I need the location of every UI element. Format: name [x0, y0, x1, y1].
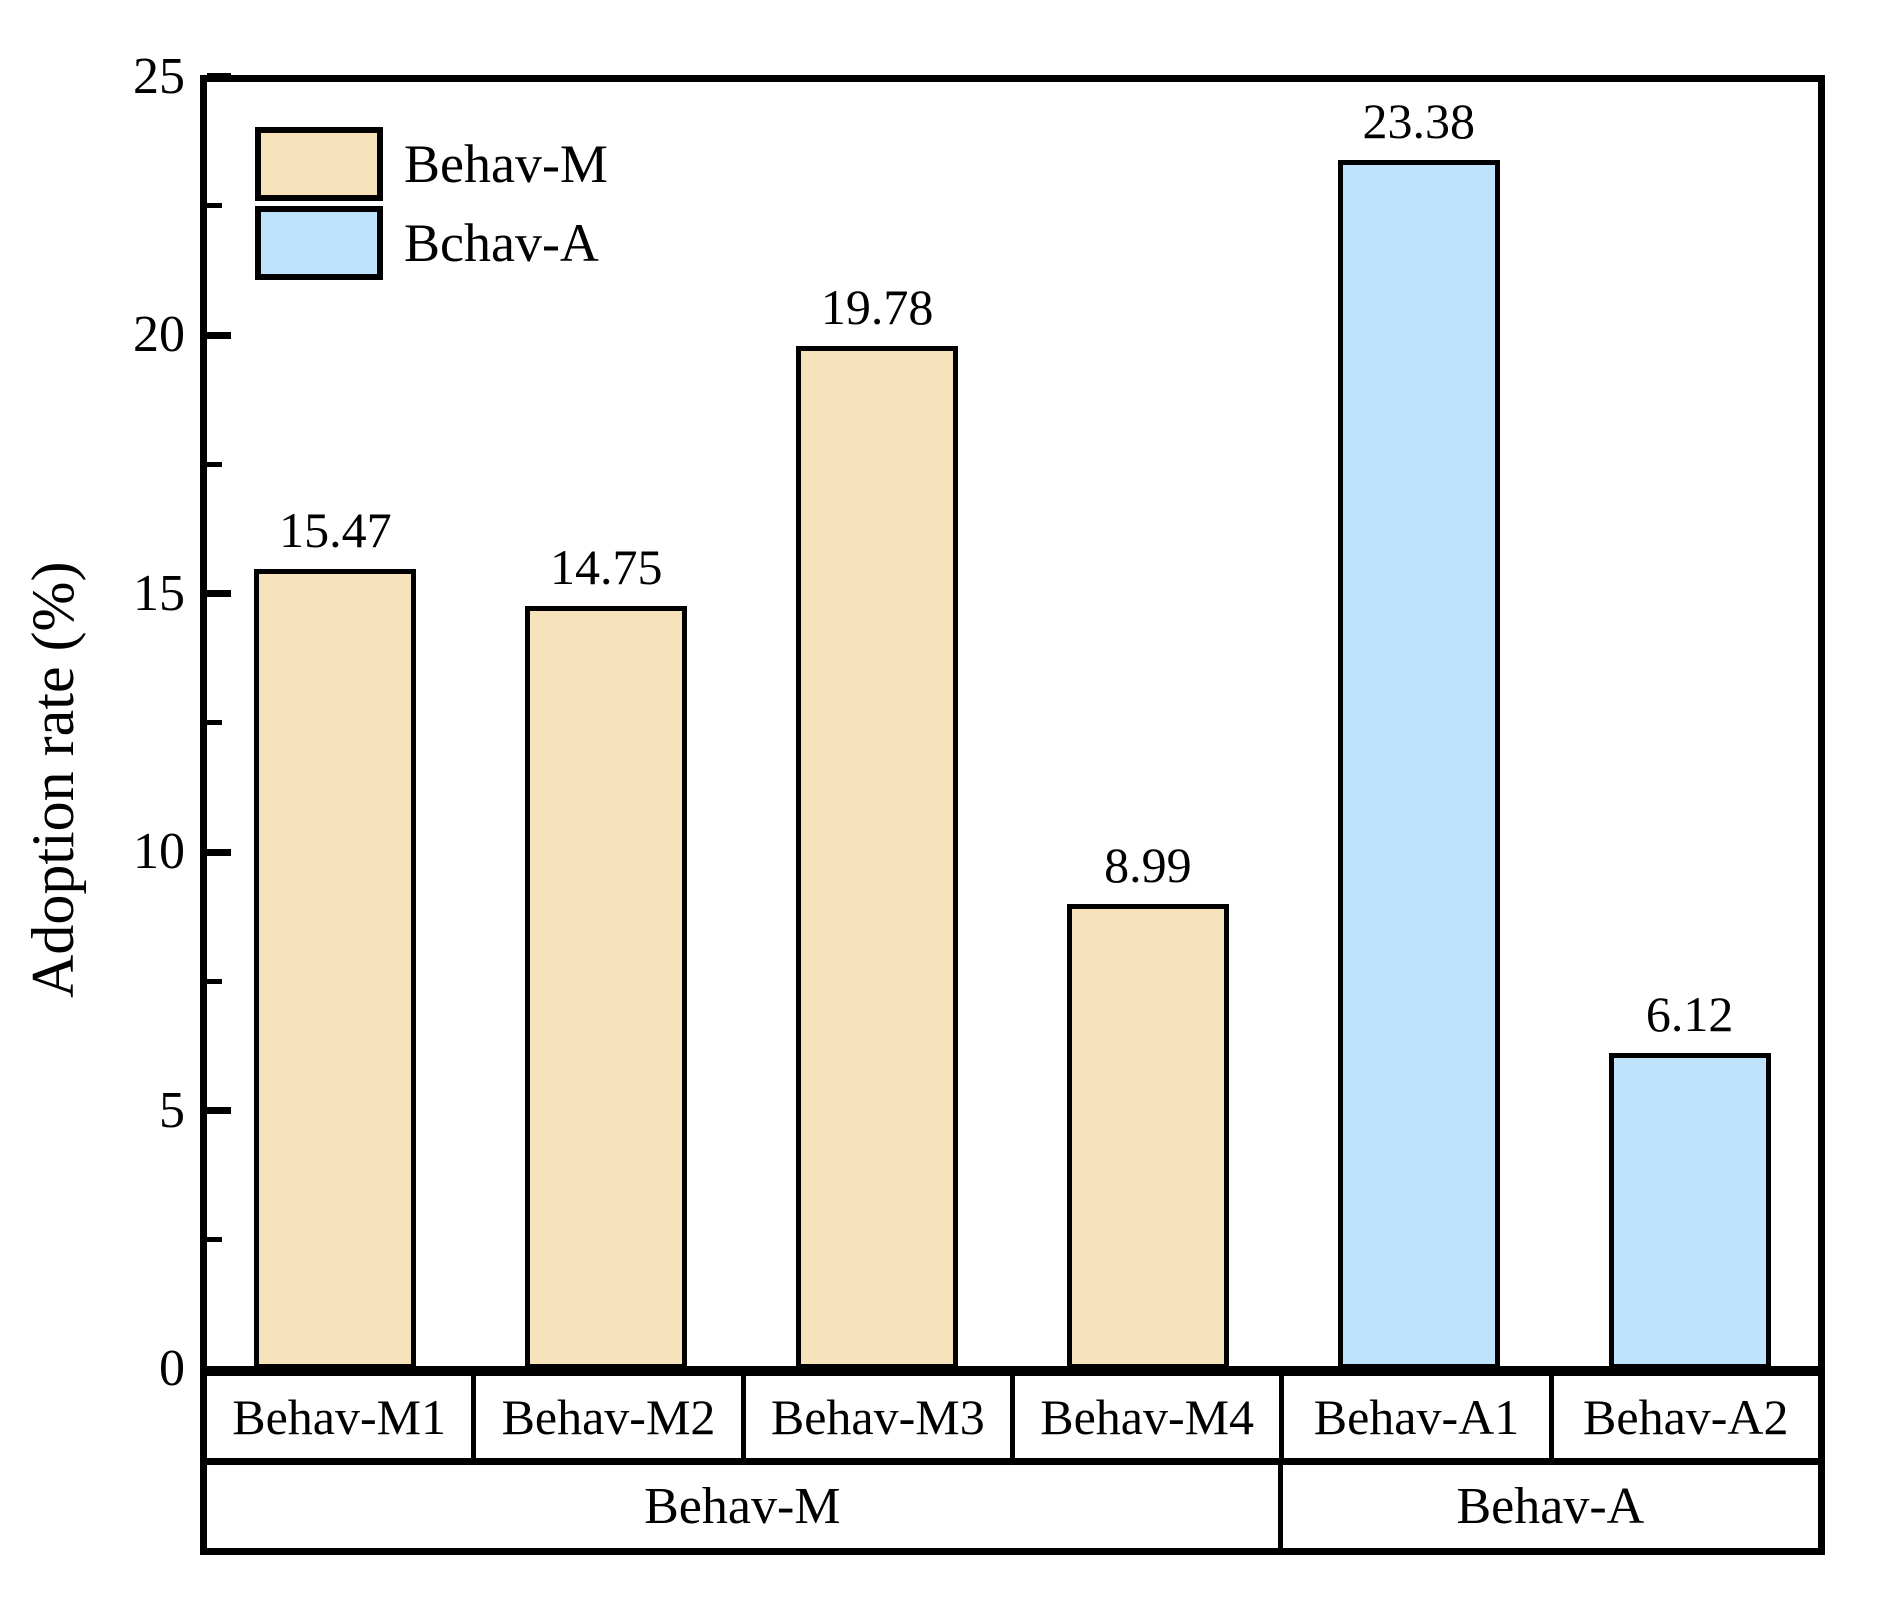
- category-cell-Behav-A1: Behav-A1: [1284, 1376, 1554, 1458]
- legend-swatch-Behav-M: [255, 127, 383, 201]
- legend-label: Behav-M: [404, 134, 608, 194]
- y-tick-label: 5: [159, 1081, 185, 1139]
- bar-Behav-M1: [254, 569, 417, 1369]
- y-major-tick: [207, 331, 231, 339]
- y-major-tick: [207, 1107, 231, 1114]
- bar-Behav-A2: [1608, 1052, 1771, 1369]
- group-cell-Behav-A: Behav-A: [1456, 1477, 1645, 1535]
- group-label-row: Behav-M Behav-A: [200, 1458, 1825, 1555]
- category-cell-Behav-M1: Behav-M1: [207, 1376, 477, 1458]
- category-label-row: Behav-M1 Behav-M2 Behav-M3 Behav-M4 Behav-A1…: [200, 1369, 1825, 1465]
- y-minor-tick: [207, 1237, 222, 1243]
- y-minor-tick: [207, 461, 222, 467]
- bar-value-label: 8.99: [1104, 837, 1192, 894]
- category-cell-Behav-M3: Behav-M3: [746, 1376, 1015, 1458]
- category-cell-Behav-M2: Behav-M2: [476, 1376, 746, 1458]
- bar-value-label: 23.38: [1362, 93, 1476, 150]
- y-tick-label: 25: [133, 47, 185, 105]
- y-tick-label: 15: [133, 564, 185, 622]
- bar-Behav-A1: [1337, 160, 1500, 1369]
- y-minor-tick: [207, 203, 222, 209]
- bar-value-label: 15.47: [279, 502, 392, 559]
- group-cell-Behav-M: Behav-M: [207, 1465, 1283, 1548]
- bar-Behav-M3: [796, 346, 959, 1369]
- y-minor-tick: [207, 720, 222, 726]
- legend-swatch-Bchav-A: [255, 206, 383, 280]
- y-axis-title: Adoption rate (%): [20, 561, 86, 999]
- bar-Behav-M4: [1066, 904, 1229, 1369]
- y-tick-label: 20: [133, 306, 185, 363]
- bar-value-label: 14.75: [550, 539, 663, 596]
- y-tick-label: 10: [133, 823, 185, 880]
- plot-area: [200, 75, 1825, 1373]
- y-minor-tick: [207, 978, 222, 984]
- y-major-tick: [207, 73, 231, 80]
- bar-value-label: 19.78: [820, 279, 934, 336]
- category-cell-Behav-M4: Behav-M4: [1015, 1376, 1285, 1458]
- y-major-tick: [207, 848, 231, 856]
- category-cell-Behav-A2: Behav-A2: [1583, 1389, 1789, 1445]
- y-major-tick: [207, 590, 231, 597]
- bar-value-label: 6.12: [1645, 985, 1734, 1042]
- bar-Behav-M2: [525, 606, 688, 1369]
- y-tick-label: 0: [159, 1340, 185, 1397]
- legend-label: Bchav-A: [404, 213, 599, 273]
